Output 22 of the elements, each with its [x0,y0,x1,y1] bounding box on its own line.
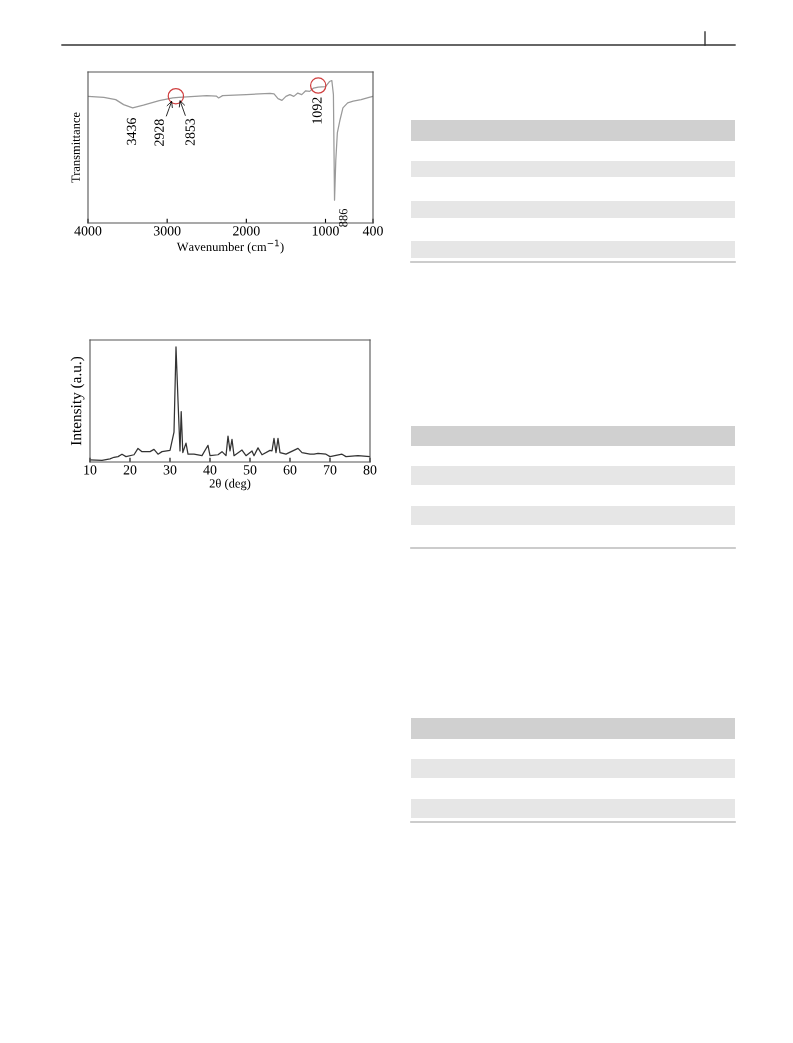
x-tick-label: 40 [203,465,217,475]
x-tick-label: 400 [362,226,383,236]
annotation: 886 [338,208,348,227]
x-tick-label: 1000 [312,226,339,236]
x-tick-label: 2000 [233,226,260,236]
x-axis-title: 2θ (deg) [209,478,251,491]
x-tick-label: 70 [323,465,337,475]
y-axis-title: Transmittance [71,112,80,183]
x-tick-label: 30 [163,465,177,475]
x-tick-label: 80 [363,465,377,475]
annotation: 2928 [154,119,164,146]
annotation: 1092 [312,97,322,124]
x-tick-label: 4000 [74,226,102,236]
x-tick-label: 3000 [153,226,181,236]
y-axis-title: Intensity (a.u.) [70,356,85,446]
annotation: 3436 [126,118,137,145]
x-tick-label: 60 [283,465,297,475]
x-tick-label: 20 [123,465,137,475]
x-tick-label: 10 [84,465,97,475]
annotation: 2853 [185,118,195,146]
x-tick-label: 50 [243,465,257,475]
x-axis-title: Wavenumber (cm$^{−1}$) [176,239,284,254]
